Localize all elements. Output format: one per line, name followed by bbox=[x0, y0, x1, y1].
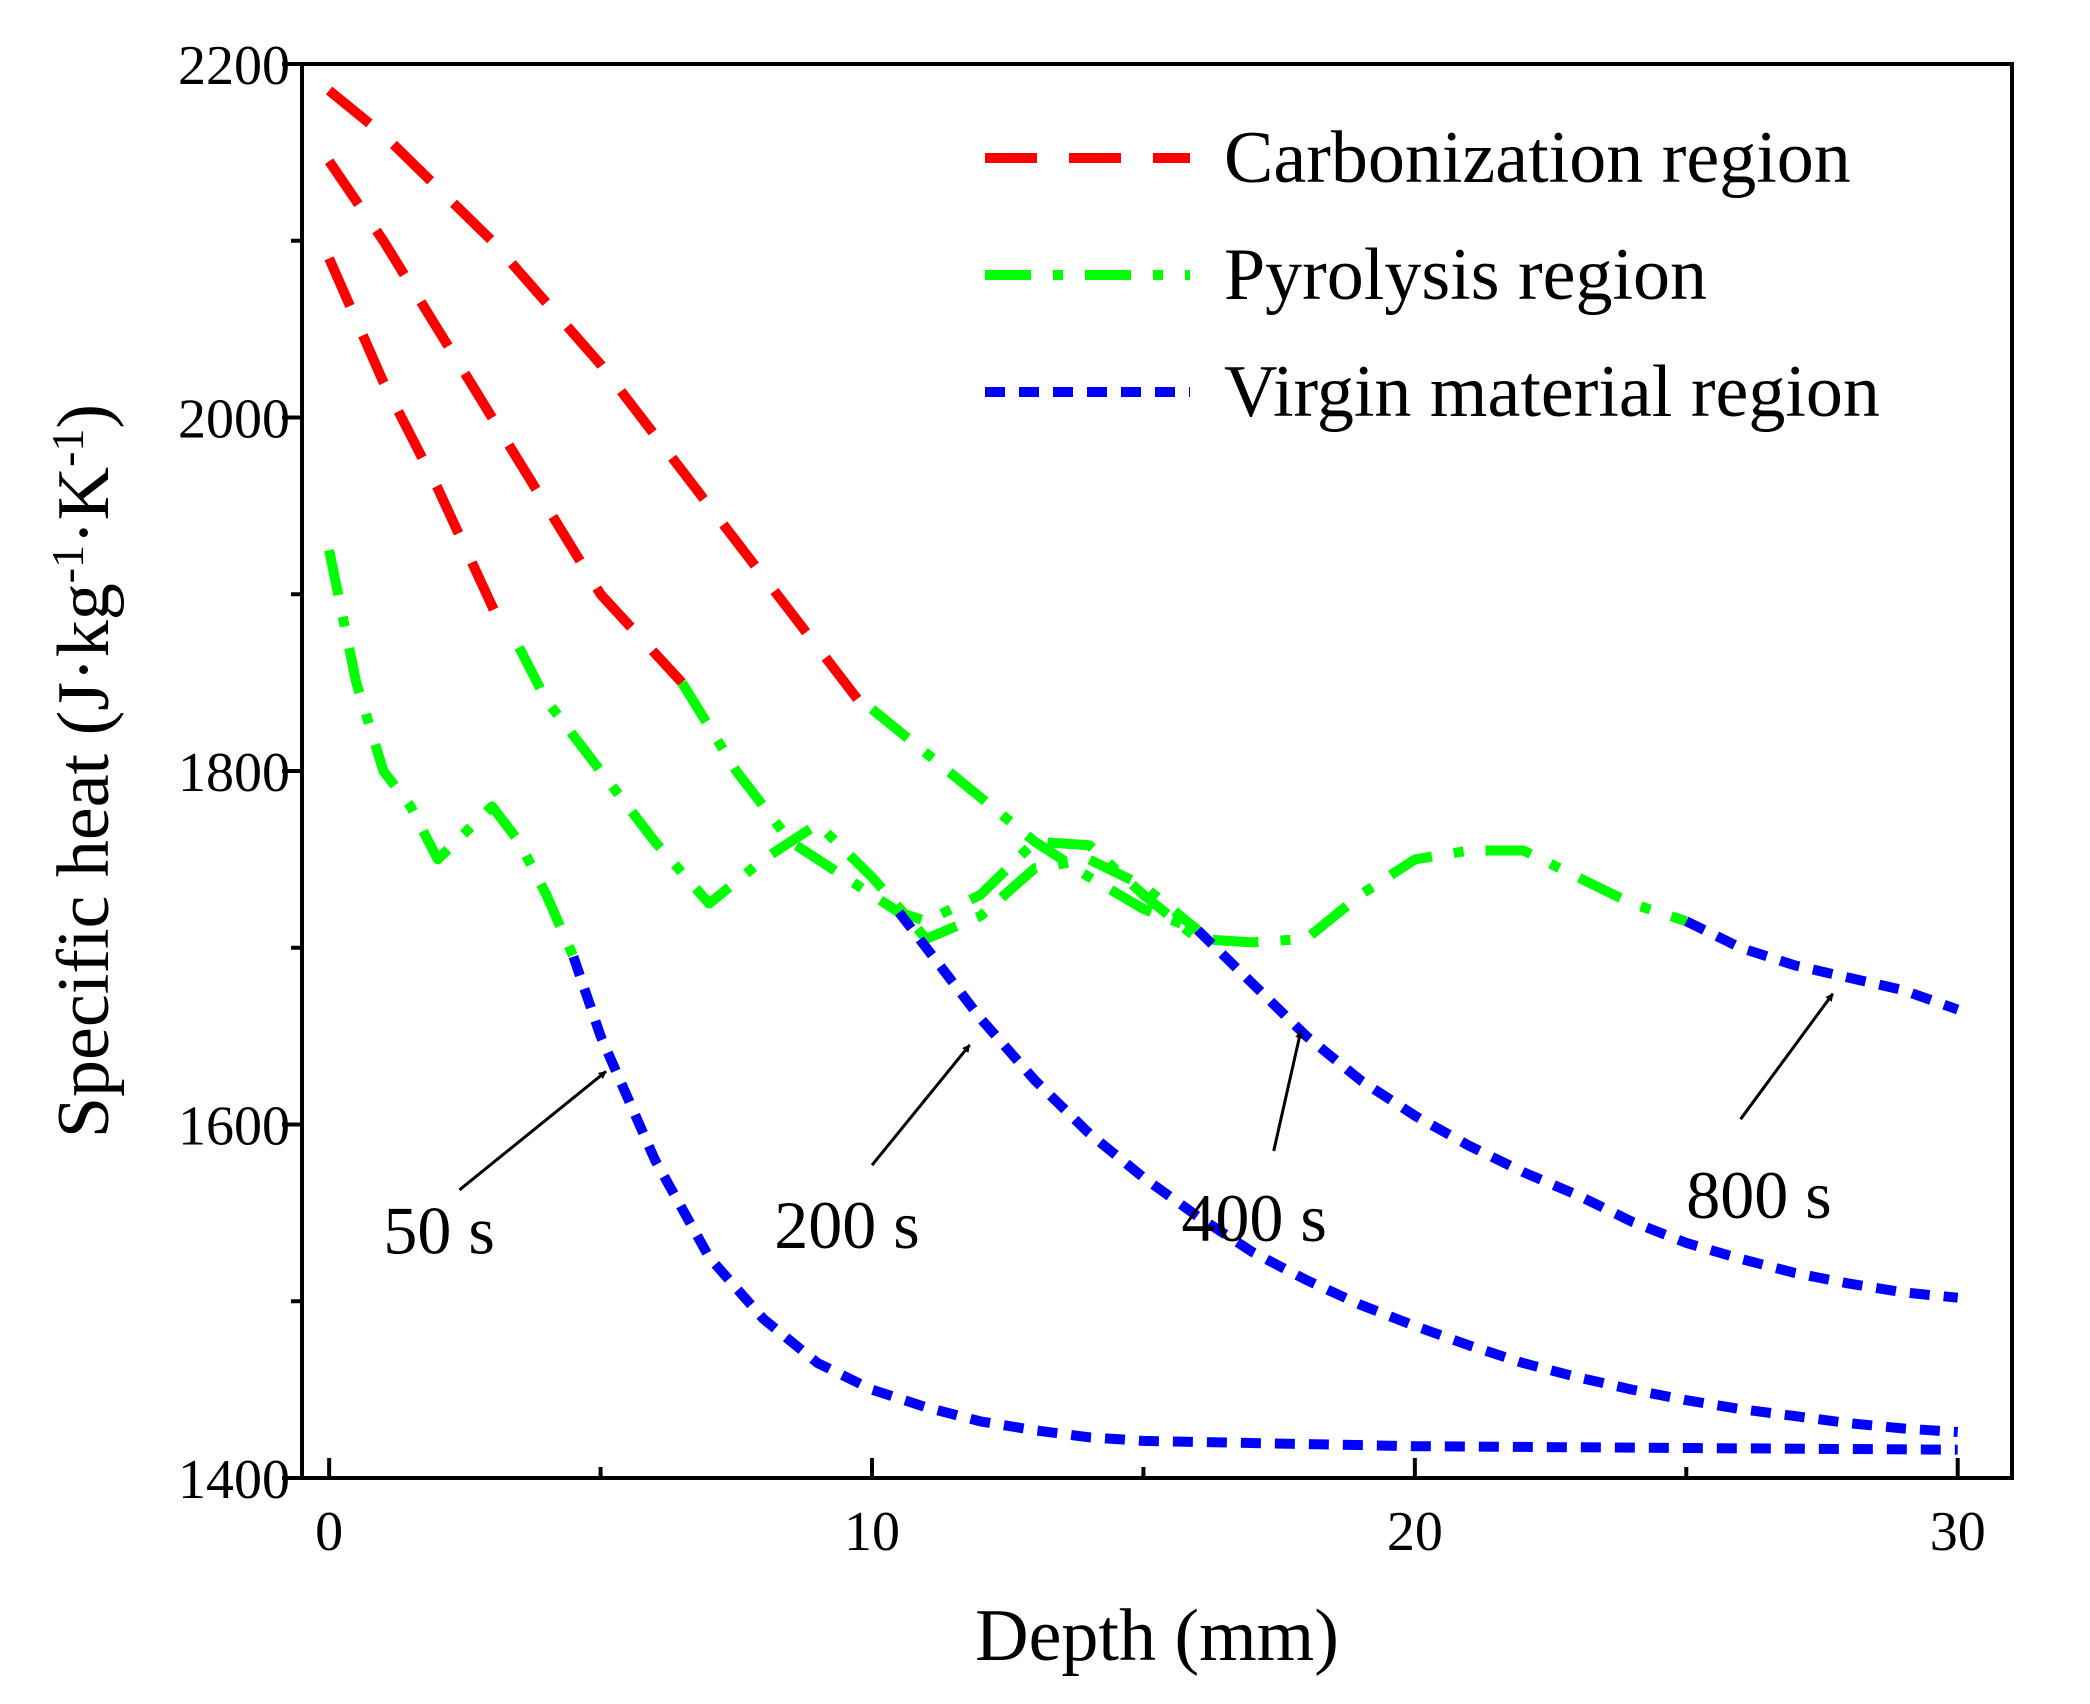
annotation-label-50-s: 50 s bbox=[383, 1193, 494, 1269]
x-tick-label: 20 bbox=[1387, 1501, 1443, 1563]
series-line-400-s-pyrolysis-region bbox=[514, 645, 1201, 944]
y-tick-label: 2200 bbox=[178, 35, 290, 97]
series-line-800-s-pyrolysis-region bbox=[868, 705, 1200, 935]
series-line-800-s-virgin-material-region bbox=[895, 909, 1959, 1437]
y-axis-label: Specific heat (J·kg-1·K-1) bbox=[42, 404, 126, 1138]
y-axis-label-close: ) bbox=[43, 404, 125, 429]
y-axis-label-exp-2: -1 bbox=[42, 429, 93, 467]
x-tick-label: 0 bbox=[315, 1501, 343, 1563]
annotation-arrow-400-s bbox=[1272, 1030, 1304, 1152]
series-line-200-s-carbonization-region bbox=[324, 158, 686, 686]
annotation-label-400-s: 400 s bbox=[1181, 1180, 1326, 1256]
annotation-arrow-200-s bbox=[870, 1044, 971, 1167]
y-tick-label: 1800 bbox=[178, 742, 290, 804]
series-line-200-s-pyrolysis-region bbox=[677, 679, 1688, 948]
annotation-arrow-800-s bbox=[1739, 992, 1835, 1121]
axis-ticks: 0 10 20 30 1400 1600 1800 2000 2200 bbox=[178, 35, 1986, 1563]
legend-label-carbonization-region: Carbonization region bbox=[1224, 117, 1851, 199]
annotation-label-200-s: 200 s bbox=[774, 1187, 919, 1263]
y-tick-label: 2000 bbox=[178, 389, 290, 451]
y-tick-label: 1600 bbox=[178, 1096, 290, 1158]
x-axis-label: Depth (mm) bbox=[975, 1595, 1339, 1677]
annotation-label-800-s: 800 s bbox=[1686, 1157, 1831, 1233]
legend-label-virgin-material-region: Virgin material region bbox=[1224, 351, 1880, 433]
series-line-50-s-virgin-material-region bbox=[568, 954, 1958, 1455]
y-axis-label-mid: ·K bbox=[43, 467, 125, 545]
series-line-400-s-carbonization-region bbox=[325, 86, 876, 722]
annotation-arrow-50-s bbox=[458, 1070, 607, 1192]
x-tick-label: 10 bbox=[844, 1501, 900, 1563]
y-axis-label-main: Specific heat (J·kg bbox=[43, 583, 125, 1138]
plot-series bbox=[324, 86, 1960, 1455]
y-axis-label-exp-1: -1 bbox=[42, 545, 93, 583]
legend-label-pyrolysis-region: Pyrolysis region bbox=[1224, 234, 1707, 316]
y-tick-label: 1400 bbox=[178, 1449, 290, 1511]
legend: Carbonization region Pyrolysis region Virg… bbox=[985, 117, 1880, 433]
series-line-200-s-virgin-material-region bbox=[1684, 916, 1960, 1015]
series-line-50-s-carbonization-region bbox=[324, 256, 508, 632]
series-line-50-s-pyrolysis-region bbox=[324, 549, 578, 959]
plot-annotations: 50 s 200 s 400 s 800 s bbox=[383, 992, 1835, 1269]
x-tick-label: 30 bbox=[1930, 1501, 1986, 1563]
series-line-400-s-virgin-material-region bbox=[1194, 926, 1959, 1303]
